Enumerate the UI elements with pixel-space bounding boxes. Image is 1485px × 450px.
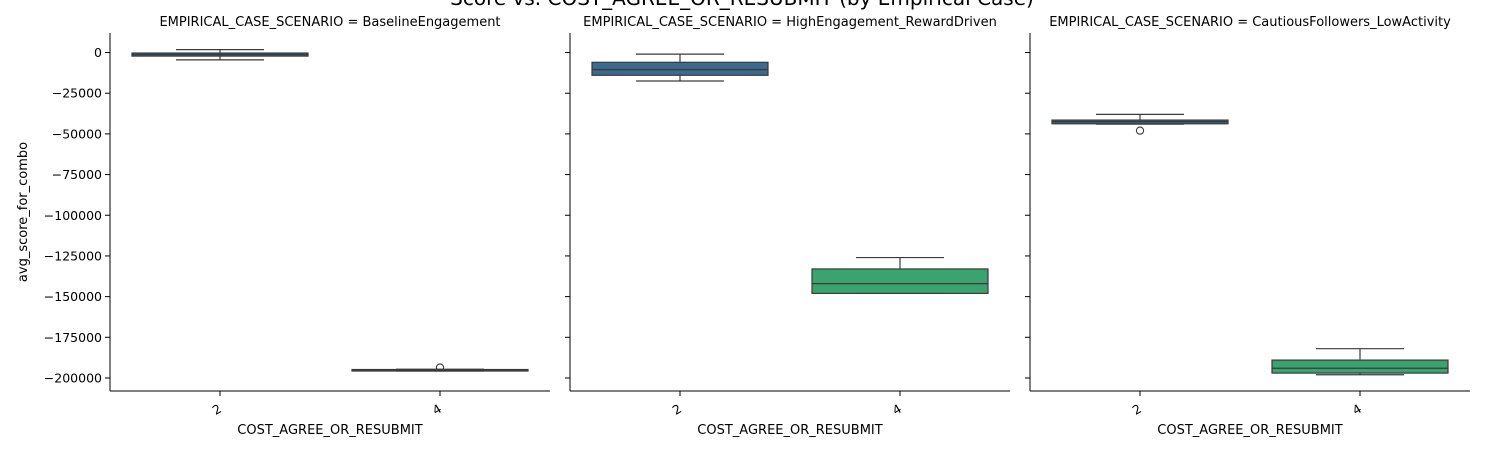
figure-title: Score vs. COST_AGREE_OR_RESUBMIT (by Emp… bbox=[450, 0, 1034, 10]
panel-title: EMPIRICAL_CASE_SCENARIO = HighEngagement… bbox=[583, 15, 997, 30]
x-tick-label: 4 bbox=[1350, 401, 1364, 418]
x-tick-label: 2 bbox=[210, 401, 224, 418]
y-tick-label: −50000 bbox=[52, 126, 102, 141]
iqr-box bbox=[591, 61, 769, 76]
y-axis-label: avg_score_for_combo bbox=[16, 142, 31, 282]
box-4 bbox=[351, 363, 529, 372]
y-tick-label: 0 bbox=[94, 45, 102, 60]
panel-title: EMPIRICAL_CASE_SCENARIO = CautiousFollow… bbox=[1049, 15, 1451, 30]
y-tick-label: −200000 bbox=[44, 370, 102, 385]
panel-2: EMPIRICAL_CASE_SCENARIO = HighEngagement… bbox=[565, 15, 1010, 438]
y-tick-label: −175000 bbox=[44, 330, 102, 345]
x-axis-label: COST_AGREE_OR_RESUBMIT bbox=[1157, 423, 1342, 438]
panel-title: EMPIRICAL_CASE_SCENARIO = BaselineEngage… bbox=[159, 15, 500, 30]
x-tick-label: 4 bbox=[430, 401, 444, 418]
iqr-box bbox=[1271, 359, 1449, 374]
x-axis-label: COST_AGREE_OR_RESUBMIT bbox=[237, 423, 422, 438]
y-tick-label: −75000 bbox=[52, 167, 102, 182]
panels: EMPIRICAL_CASE_SCENARIO = BaselineEngage… bbox=[16, 15, 1470, 438]
x-tick-label: 2 bbox=[670, 401, 684, 418]
box-4 bbox=[1271, 348, 1449, 376]
y-tick-label: −25000 bbox=[52, 86, 102, 101]
box-2 bbox=[1051, 113, 1229, 135]
outlier-point bbox=[435, 363, 445, 372]
y-tick-label: −125000 bbox=[44, 248, 102, 263]
outlier-point bbox=[1135, 126, 1145, 135]
x-tick-label: 2 bbox=[1130, 401, 1144, 418]
x-tick-label: 4 bbox=[890, 401, 904, 418]
panel-3: EMPIRICAL_CASE_SCENARIO = CautiousFollow… bbox=[1025, 15, 1470, 438]
y-tick-label: −150000 bbox=[44, 289, 102, 304]
box-4 bbox=[811, 256, 989, 294]
box-2 bbox=[591, 53, 769, 82]
iqr-box bbox=[811, 268, 989, 294]
box-2 bbox=[131, 48, 309, 61]
y-tick-label: −100000 bbox=[44, 208, 102, 223]
x-axis-label: COST_AGREE_OR_RESUBMIT bbox=[697, 423, 882, 438]
panel-1: EMPIRICAL_CASE_SCENARIO = BaselineEngage… bbox=[44, 15, 550, 438]
